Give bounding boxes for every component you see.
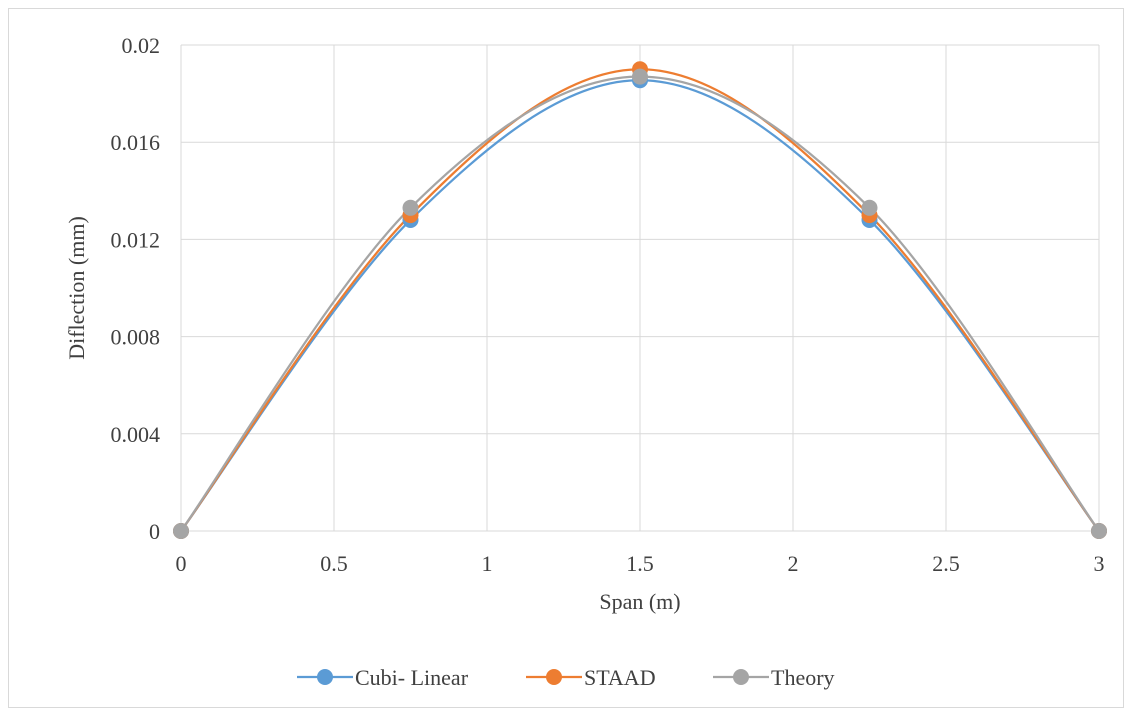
- legend-marker: [546, 669, 562, 685]
- data-point: [402, 199, 419, 216]
- data-point: [173, 523, 189, 539]
- y-tick-label: 0.008: [111, 325, 161, 350]
- y-tick-label: 0.012: [111, 227, 161, 252]
- legend-item: Theory: [713, 665, 835, 690]
- x-axis-ticks: 0 0.5 1 1.5 2 2.5 3: [176, 551, 1105, 576]
- y-tick-label: 0: [149, 519, 160, 544]
- x-axis-title: Span (m): [599, 589, 680, 614]
- y-axis-title: Diflection (mm): [64, 216, 89, 360]
- x-tick-label: 3: [1094, 551, 1105, 576]
- gridlines: [180, 44, 1100, 532]
- data-point: [861, 199, 878, 216]
- x-tick-label: 2.5: [932, 551, 960, 576]
- series-group: [173, 61, 1107, 539]
- x-tick-label: 0.5: [320, 551, 348, 576]
- x-tick-label: 1.5: [626, 551, 654, 576]
- x-tick-label: 0: [176, 551, 187, 576]
- y-tick-label: 0.02: [122, 33, 161, 58]
- legend: Cubi- Linear STAAD Theory: [297, 665, 835, 690]
- legend-label: Cubi- Linear: [355, 665, 469, 690]
- chart-frame: [8, 8, 1124, 708]
- legend-item: STAAD: [526, 665, 656, 690]
- data-point: [1091, 523, 1107, 539]
- y-tick-label: 0.004: [111, 422, 161, 447]
- x-tick-label: 2: [788, 551, 799, 576]
- legend-marker: [317, 669, 333, 685]
- legend-label: STAAD: [584, 665, 656, 690]
- data-point: [632, 68, 648, 85]
- y-axis-ticks: 0 0.004 0.008 0.012 0.016 0.02: [111, 33, 161, 544]
- legend-label: Theory: [771, 665, 835, 690]
- y-tick-label: 0.016: [111, 130, 161, 155]
- legend-item: Cubi- Linear: [297, 665, 469, 690]
- legend-marker: [733, 669, 749, 685]
- x-tick-label: 1: [482, 551, 493, 576]
